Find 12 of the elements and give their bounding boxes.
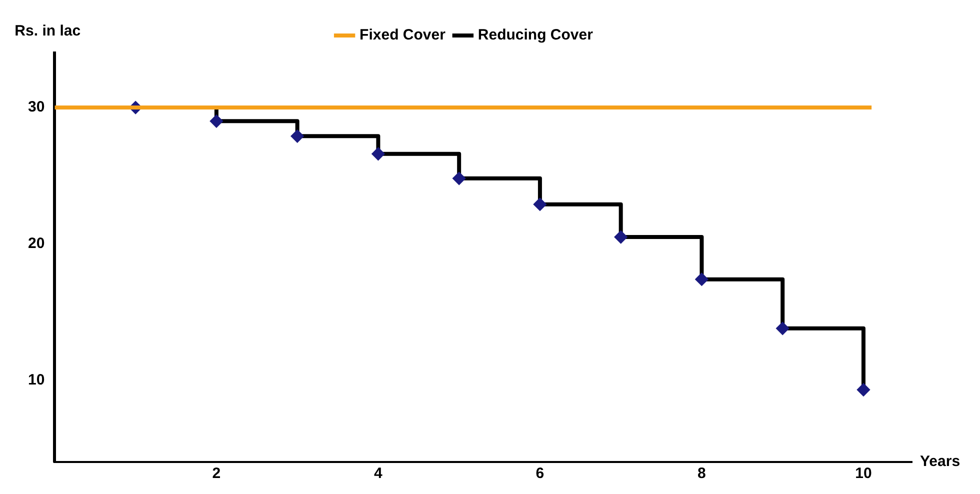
- x-tick-label: 2: [212, 465, 221, 482]
- y-tick-label: 30: [28, 98, 45, 116]
- x-tick-label: 8: [698, 465, 706, 482]
- x-axis-title: Years: [920, 453, 960, 470]
- y-tick-label: 20: [28, 235, 45, 252]
- legend-label: Reducing Cover: [478, 26, 594, 44]
- x-tick-label: 10: [855, 465, 872, 482]
- y-tick-label: 10: [28, 371, 45, 388]
- x-tick-label: 6: [536, 465, 544, 482]
- y-axis-title: Rs. in lac: [14, 22, 81, 40]
- x-tick-label: 4: [374, 465, 384, 482]
- legend-label: Fixed Cover: [360, 26, 446, 44]
